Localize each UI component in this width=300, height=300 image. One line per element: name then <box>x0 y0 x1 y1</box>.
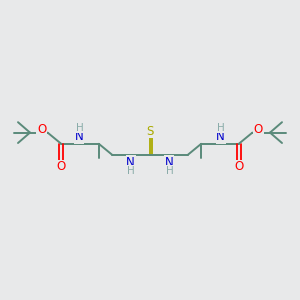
Text: O: O <box>37 123 46 136</box>
Text: N: N <box>75 130 84 143</box>
Text: H: H <box>76 123 83 133</box>
Text: O: O <box>254 123 263 136</box>
Text: O: O <box>234 160 243 173</box>
Text: H: H <box>127 166 134 176</box>
Text: S: S <box>146 125 154 138</box>
Text: N: N <box>165 155 174 169</box>
Text: H: H <box>166 166 173 176</box>
Text: N: N <box>216 130 225 143</box>
Text: H: H <box>217 123 224 133</box>
Text: O: O <box>57 160 66 173</box>
Text: N: N <box>126 155 135 169</box>
